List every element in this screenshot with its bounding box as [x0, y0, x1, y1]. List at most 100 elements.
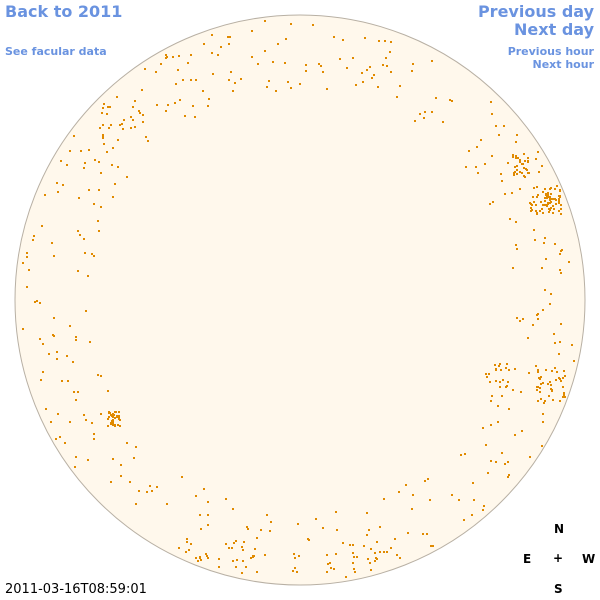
facula [56, 358, 58, 360]
facula [386, 551, 388, 553]
facula [179, 99, 181, 101]
previous-day-link[interactable]: Previous day [477, 2, 594, 21]
facula [207, 524, 209, 526]
facula [560, 204, 562, 206]
facula [423, 117, 425, 119]
facula [88, 149, 90, 151]
facula [294, 567, 296, 569]
facula [205, 553, 207, 555]
timestamp: 2011-03-16T08:59:01 [5, 582, 147, 597]
facula [431, 60, 433, 62]
facula [232, 560, 234, 562]
facula [489, 203, 491, 205]
facula [119, 124, 121, 126]
facula [516, 317, 518, 319]
facula [537, 369, 539, 371]
facula [544, 204, 546, 206]
facula [94, 159, 96, 161]
facula [523, 167, 525, 169]
facula [516, 165, 518, 167]
facula [545, 369, 547, 371]
facula [435, 97, 437, 99]
facula [93, 433, 95, 435]
facula [116, 416, 118, 418]
facula [370, 569, 372, 571]
facula [195, 557, 197, 559]
facula [369, 66, 371, 68]
facula [352, 562, 354, 564]
facula [126, 442, 128, 444]
facula [366, 512, 368, 514]
facular-link[interactable]: See facular data [5, 45, 107, 58]
facula [139, 112, 141, 114]
facula [480, 139, 482, 141]
facula [353, 568, 355, 570]
next-day-link[interactable]: Next day [514, 20, 594, 39]
facula [394, 538, 396, 540]
facula [103, 143, 105, 145]
facula [241, 572, 243, 574]
facula [536, 196, 538, 198]
facula [175, 83, 177, 85]
back-link[interactable]: Back to 2011 [5, 2, 123, 21]
facula [382, 64, 384, 66]
facula [508, 408, 510, 410]
facula [166, 56, 168, 58]
facula [386, 65, 388, 67]
facula [26, 286, 28, 288]
facula [507, 162, 509, 164]
facula [537, 318, 539, 320]
facula [502, 379, 504, 381]
facula [112, 147, 114, 149]
facula [491, 113, 493, 115]
facula [495, 380, 497, 382]
facula [186, 541, 188, 543]
facula [477, 172, 479, 174]
facula [93, 255, 95, 257]
facula [275, 90, 277, 92]
facula [85, 419, 87, 421]
facula [207, 557, 209, 559]
facula [243, 541, 245, 543]
facula [564, 375, 566, 377]
facula [536, 212, 538, 214]
facula [562, 386, 564, 388]
facula [559, 269, 561, 271]
facula [515, 155, 517, 157]
facula [297, 523, 299, 525]
facula [552, 198, 554, 200]
facula [553, 208, 555, 210]
facula [134, 100, 136, 102]
facula [290, 23, 292, 25]
facula [207, 501, 209, 503]
facula [519, 161, 521, 163]
facula [552, 212, 554, 214]
previous-hour-link[interactable]: Previous hour [507, 45, 594, 58]
facula [246, 526, 248, 528]
facula [312, 24, 314, 26]
facula [490, 101, 492, 103]
facula [542, 382, 544, 384]
facula [335, 553, 337, 555]
facula [532, 324, 534, 326]
facula [73, 391, 75, 393]
facula [69, 325, 71, 327]
facula [327, 563, 329, 565]
facula [111, 415, 113, 417]
facula [26, 256, 28, 258]
facula [513, 174, 515, 176]
facula [69, 421, 71, 423]
next-hour-link[interactable]: Next hour [532, 58, 595, 71]
facula [284, 62, 286, 64]
facula [516, 248, 518, 250]
facula [93, 203, 95, 205]
facula [145, 136, 147, 138]
facula [264, 20, 266, 22]
facula [97, 374, 99, 376]
facula [333, 36, 335, 38]
facula [383, 498, 385, 500]
facula [72, 361, 74, 363]
facula [559, 400, 561, 402]
facula [561, 249, 563, 251]
